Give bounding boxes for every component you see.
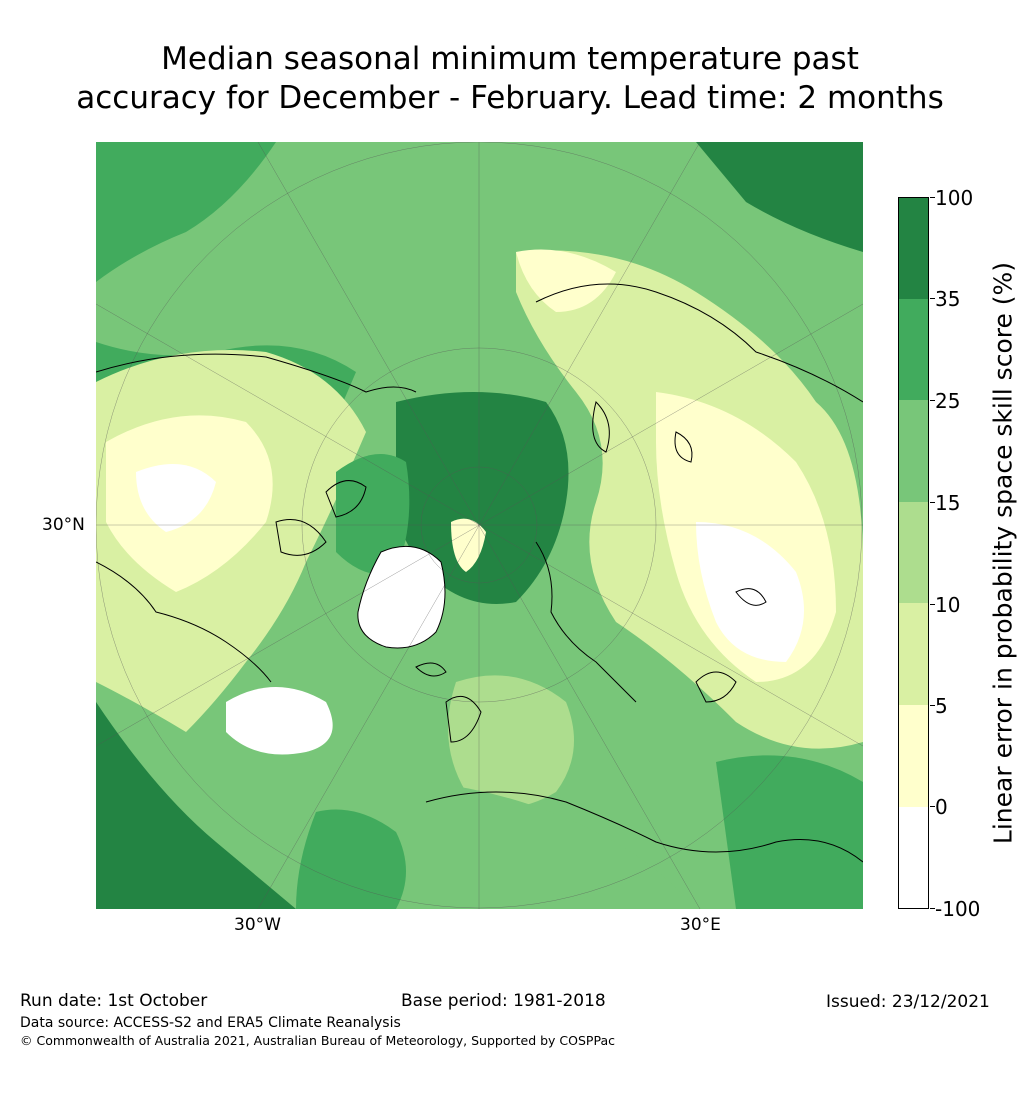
colorbar-bin-5-10 xyxy=(899,603,928,705)
polar-map xyxy=(96,142,863,909)
title-line-1: Median seasonal minimum temperature past xyxy=(161,41,859,77)
colorbar-label-100: 100 xyxy=(935,186,974,210)
field-northwest xyxy=(96,142,276,282)
coast-scandinavia xyxy=(535,541,637,703)
map-canvas xyxy=(96,142,863,909)
coastlines xyxy=(96,283,863,863)
field-dark-southwest xyxy=(96,702,296,909)
colorbar-tick-minus100 xyxy=(930,908,935,909)
field-africa-north xyxy=(426,782,696,909)
colorbar-tick-5 xyxy=(930,705,935,706)
colorbar-label-25: 25 xyxy=(935,389,961,413)
title-line-2: accuracy for December - February. Lead t… xyxy=(76,80,944,116)
colorbar-label-minus100: -100 xyxy=(935,897,981,921)
run-date: Run date: 1st October xyxy=(20,991,208,1011)
field-north-pacific-pale xyxy=(516,249,616,312)
coast-novaya-zemlya xyxy=(592,401,610,453)
issued-date: Issued: 23/12/2021 xyxy=(826,992,990,1012)
colorbar-tick-100 xyxy=(930,197,935,198)
graticule-meridian-6 xyxy=(96,303,863,747)
coast-svalbard xyxy=(674,431,693,463)
field-europe xyxy=(448,675,574,807)
colorbar-tick-35 xyxy=(930,298,935,299)
lon-label-30e: 30°E xyxy=(680,915,721,935)
data-source: Data source: ACCESS-S2 and ERA5 Climate … xyxy=(20,1015,401,1031)
chart-title: Median seasonal minimum temperature past… xyxy=(0,40,1020,118)
colorbar-tick-25 xyxy=(930,400,935,401)
colorbar-tick-0 xyxy=(930,806,935,807)
coast-caspian xyxy=(695,671,737,703)
coast-north-america-pacific xyxy=(96,561,272,683)
graticule xyxy=(96,142,863,909)
copyright: © Commonwealth of Australia 2021, Austra… xyxy=(20,1033,615,1048)
colorbar-bin-10-15 xyxy=(899,502,928,603)
colorbar-bin-0-5 xyxy=(899,705,928,807)
coast-siberia xyxy=(535,283,863,403)
lon-label-30w: 30°W xyxy=(234,915,281,935)
colorbar-bin-35-100 xyxy=(899,198,928,299)
field-dark-northeast xyxy=(696,142,863,252)
colorbar-label-15: 15 xyxy=(935,491,961,515)
colorbar-bin-15-25 xyxy=(899,400,928,502)
field-asia-white xyxy=(696,522,804,662)
field-arctic-archipelago xyxy=(336,454,410,575)
base-period: Base period: 1981-2018 xyxy=(401,991,606,1011)
coast-north-america-arctic xyxy=(96,353,417,393)
coast-mediterranean xyxy=(425,791,863,863)
colorbar-label-5: 5 xyxy=(935,694,948,718)
colorbar-label-10: 10 xyxy=(935,593,961,617)
colorbar-label-35: 35 xyxy=(935,287,961,311)
coast-lake xyxy=(735,588,767,606)
colorbar-bin-minus100-0 xyxy=(899,807,928,908)
colorbar xyxy=(898,197,929,909)
colorbar-tick-15 xyxy=(930,502,935,503)
coast-british-isles xyxy=(445,695,482,743)
coast-hudson-bay xyxy=(275,519,327,556)
coast-greenland xyxy=(357,545,446,649)
colorbar-tick-10 xyxy=(930,604,935,605)
coast-baffin-island xyxy=(325,480,367,518)
coast-iceland xyxy=(415,662,447,677)
field-southeast xyxy=(716,755,863,909)
colorbar-title: Linear error in probability space skill … xyxy=(988,261,1018,845)
field-atlantic xyxy=(296,809,406,909)
lat-label-30n: 30°N xyxy=(42,515,85,535)
field-pacific-white xyxy=(226,687,333,755)
field-north-america-white xyxy=(136,464,216,532)
colorbar-bin-25-35 xyxy=(899,299,928,400)
colorbar-label-0: 0 xyxy=(935,795,948,819)
